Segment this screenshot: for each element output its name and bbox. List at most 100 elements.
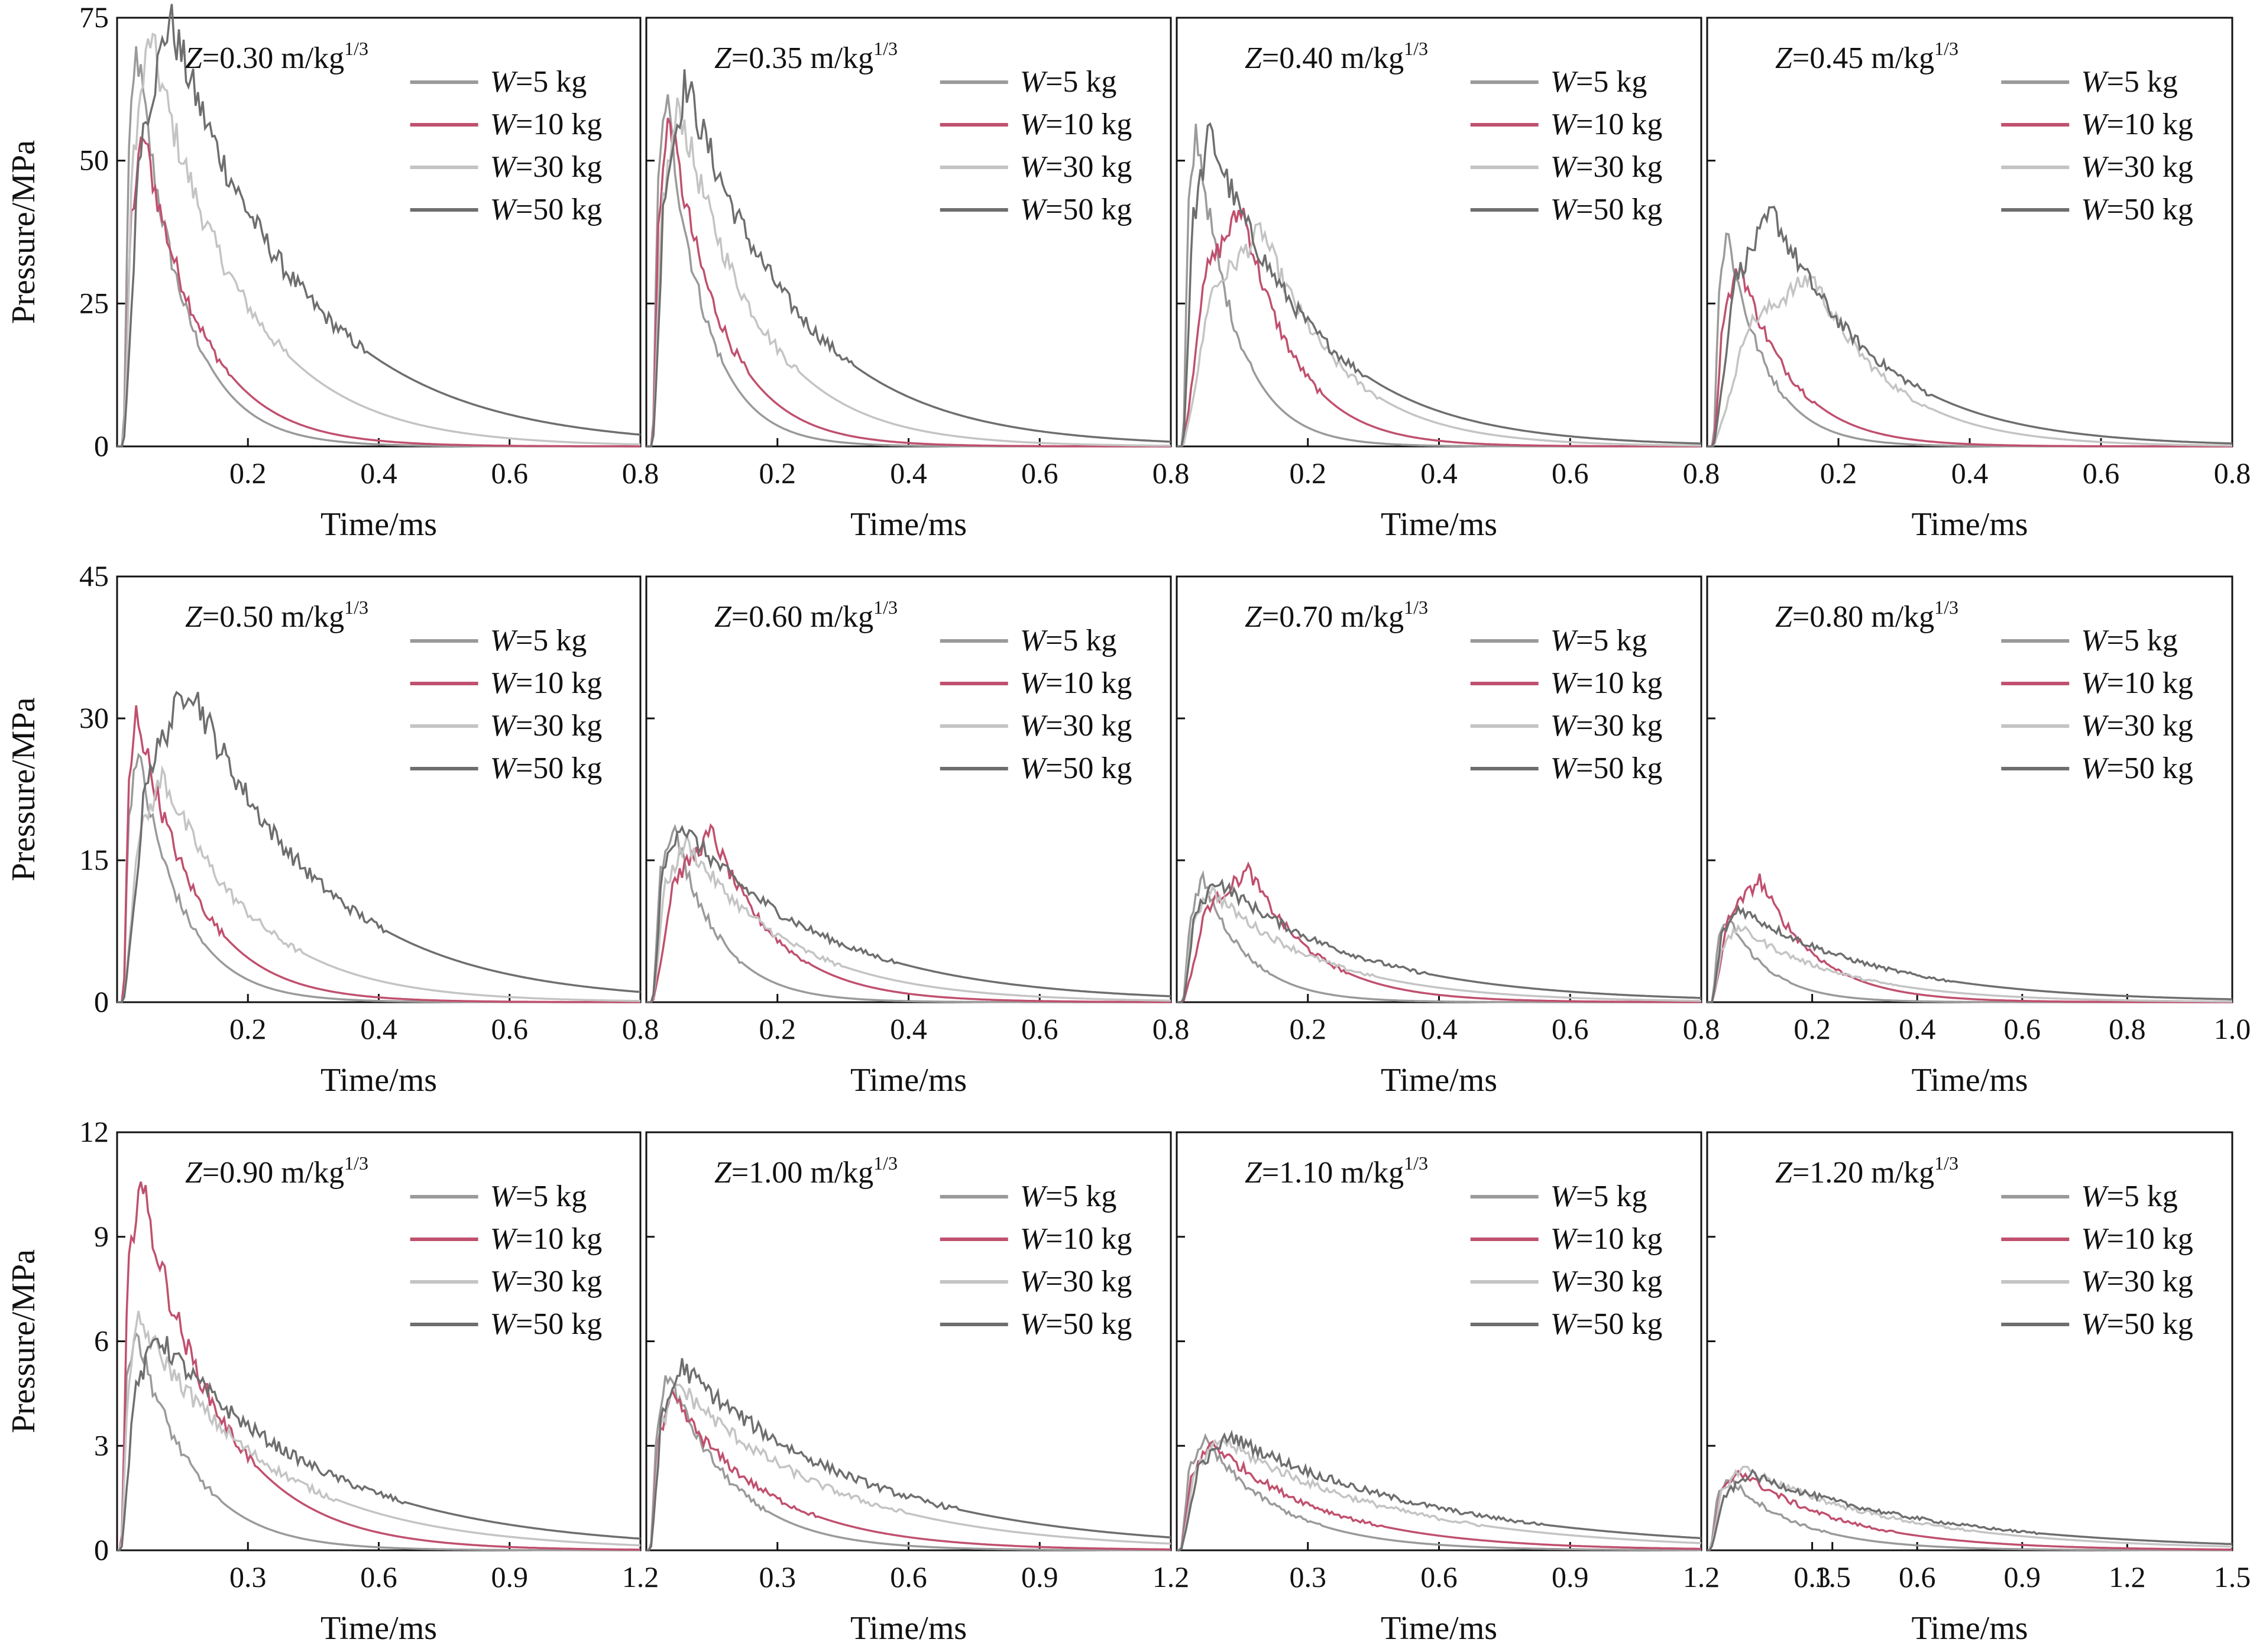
series-line-50kg [646, 1358, 1171, 1551]
legend-label: W=5 kg [2081, 624, 2178, 657]
panel-r2-c3: Z=1.20 m/kg1/3 W=5 kg W=10 kg W=30 kg W=50 k… [1706, 1131, 2233, 1551]
y-axis-title: Pressure/MPa [5, 1249, 42, 1433]
x-tick-label: 0.6 [491, 456, 529, 490]
y-tick-label-zero: 0 [94, 1533, 109, 1566]
series-line-50kg [1177, 1430, 1702, 1551]
x-tick-label: 1.2 [1152, 1560, 1190, 1593]
series-line-50kg [646, 824, 1171, 1003]
x-axis-title: Time/ms [320, 1610, 437, 1647]
series-line-5kg [646, 94, 1171, 448]
x-axis-title: Time/ms [1911, 506, 2028, 543]
series-line-5kg [1707, 1478, 2232, 1551]
series-line-30kg [1177, 222, 1701, 448]
y-tick-label-zero: 0 [94, 429, 109, 462]
y-tick-label: 75 [79, 1, 109, 34]
legend-label: W=50 kg [1550, 1307, 1663, 1341]
x-axis-title: Time/ms [1911, 1610, 2028, 1647]
legend-label: W=50 kg [490, 193, 603, 226]
legend-label: W=30 kg [1020, 150, 1132, 184]
panel-r2-c0: Z=0.90 m/kg1/3 W=5 kg W=10 kg W=30 kg W=50 k… [116, 1131, 642, 1551]
x-tick-label: 0.8 [1683, 1012, 1720, 1045]
x-tick-label: 0.9 [2004, 1560, 2041, 1593]
x-tick-label: 0.4 [1420, 1012, 1458, 1045]
y-tick-label: 0 [94, 1533, 109, 1566]
x-tick-label: 0.3 [229, 1560, 267, 1593]
legend-label: W=30 kg [490, 1265, 603, 1298]
x-tick-label: 1.0 [2214, 1012, 2251, 1045]
legend-label: W=50 kg [1550, 193, 1663, 226]
x-tick-label: 1.2 [2109, 1560, 2146, 1593]
legend-label: W=5 kg [1550, 624, 1647, 657]
x-axis-title: Time/ms [1381, 506, 1497, 543]
series-line-30kg [646, 1384, 1171, 1551]
panel-r0-c3: Z=0.45 m/kg1/3 W=5 kg W=10 kg W=30 kg W=50 k… [1706, 17, 2233, 448]
legend-label: W=5 kg [490, 1180, 587, 1213]
x-tick-label: 0.4 [890, 1012, 927, 1045]
series-line-5kg [117, 753, 640, 1003]
x-tick-label: 0.6 [1552, 456, 1589, 490]
series-line-30kg [1707, 1465, 2233, 1551]
x-tick-label: 1.2 [622, 1560, 659, 1593]
y-tick-label: 45 [79, 559, 109, 592]
x-tick-label: 0.2 [1290, 456, 1327, 490]
legend-label: W=10 kg [1550, 108, 1663, 141]
panel-r0-c0: Z=0.30 m/kg1/3 W=5 kg W=10 kg W=30 kg W=50 k… [116, 4, 642, 448]
y-tick-label: 6 [94, 1324, 109, 1358]
series-line-10kg [1177, 1440, 1701, 1551]
x-tick-label: 0.2 [229, 1012, 267, 1045]
series-line-10kg [646, 823, 1171, 1003]
x-tick-label: 0.3 [759, 1560, 797, 1593]
legend-label: W=30 kg [1020, 1265, 1132, 1298]
legend-label: W=50 kg [1020, 1307, 1132, 1341]
series-line-5kg [117, 46, 640, 448]
series-line-50kg [117, 691, 641, 1003]
x-axis-title: Time/ms [850, 506, 967, 543]
x-tick-label: 0.8 [2214, 456, 2251, 490]
legend-label: W=5 kg [1550, 65, 1647, 99]
series-line-50kg [1707, 904, 2233, 1003]
legend-label: W=10 kg [2081, 1222, 2193, 1256]
legend-label: W=30 kg [490, 709, 603, 743]
x-tick-label: 0.6 [1420, 1560, 1458, 1593]
panel-title: Z=1.20 m/kg1/3 [1775, 1152, 1958, 1190]
x-tick-label: 0.4 [360, 1012, 397, 1045]
legend-label: W=30 kg [1550, 1265, 1663, 1298]
panel-r0-c2: Z=0.40 m/kg1/3 W=5 kg W=10 kg W=30 kg W=50 k… [1176, 17, 1702, 448]
series-line-5kg [1177, 1433, 1701, 1551]
series-line-10kg [1707, 263, 2232, 448]
x-tick-label: 0.2 [759, 1012, 797, 1045]
series-line-50kg [1707, 205, 2233, 448]
series-line-10kg [1177, 861, 1701, 1003]
series-line-5kg [646, 1375, 1171, 1551]
x-tick-label: 0.8 [622, 1012, 659, 1045]
x-axis-title: Time/ms [1911, 1062, 2028, 1099]
legend-label: W=50 kg [490, 752, 603, 785]
y-tick-label: 50 [79, 144, 109, 177]
x-tick-label: 0.9 [1552, 1560, 1589, 1593]
legend-label: W=10 kg [1550, 666, 1663, 700]
x-axis-title: Time/ms [320, 1062, 437, 1099]
x-tick-label: 0.9 [491, 1560, 529, 1593]
x-tick-label: 0.6 [491, 1012, 529, 1045]
x-tick-label: 0.4 [1899, 1012, 1936, 1045]
x-tick-label: 0.4 [360, 456, 397, 490]
legend-label: W=30 kg [2081, 150, 2193, 184]
series-line-30kg [1177, 1436, 1702, 1551]
legend-label: W=50 kg [2081, 1307, 2193, 1341]
x-tick-label: 0.8 [1152, 456, 1190, 490]
y-tick-label: 3 [94, 1429, 109, 1462]
legend-label: W=5 kg [2081, 1180, 2178, 1213]
x-tick-label: 1.5 [2214, 1560, 2251, 1593]
series-line-10kg [646, 117, 1171, 448]
x-tick-label: 0.6 [1021, 456, 1058, 490]
series-line-30kg [117, 1310, 641, 1551]
x-tick-label: 0.4 [890, 456, 927, 490]
x-axis-title: Time/ms [1381, 1062, 1497, 1099]
legend-label: W=30 kg [1020, 709, 1132, 743]
x-tick-label: 0.4 [1420, 456, 1458, 490]
panel-r1-c1: Z=0.60 m/kg1/3 W=5 kg W=10 kg W=30 kg W=50 k… [645, 575, 1172, 1003]
series-line-50kg [1707, 1468, 2233, 1551]
y-axis-title: Pressure/MPa [5, 140, 42, 324]
panel-r1-c0: Z=0.50 m/kg1/3 W=5 kg W=10 kg W=30 kg W=50 k… [116, 575, 642, 1003]
